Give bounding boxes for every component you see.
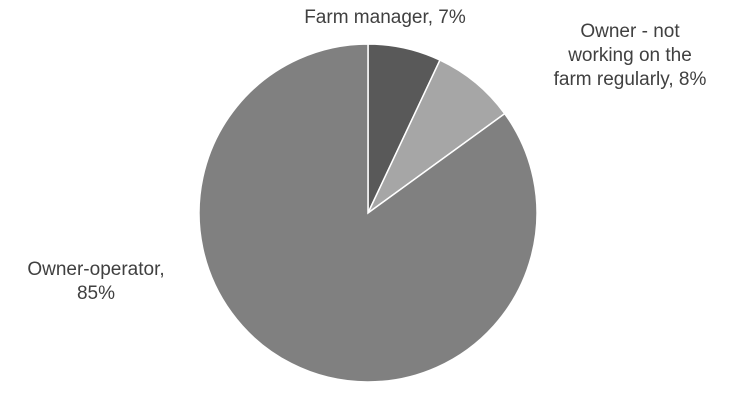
label-owner-operator-line2: 85%: [76, 283, 116, 304]
label-owner-not-working: Owner - not working on the farm regularl…: [530, 20, 730, 92]
label-owner-not-working-line2: working on the: [568, 45, 692, 66]
label-farm-manager-text: Farm manager, 7%: [304, 7, 466, 28]
label-owner-operator-line1: Owner-operator,: [27, 259, 165, 280]
label-owner-operator: Owner-operator, 85%: [0, 258, 192, 306]
label-owner-not-working-line3: farm regularly, 8%: [553, 69, 707, 90]
slice-owner-operator: [198, 43, 538, 383]
label-farm-manager: Farm manager, 7%: [275, 6, 495, 30]
label-owner-not-working-line1: Owner - not: [580, 21, 680, 42]
